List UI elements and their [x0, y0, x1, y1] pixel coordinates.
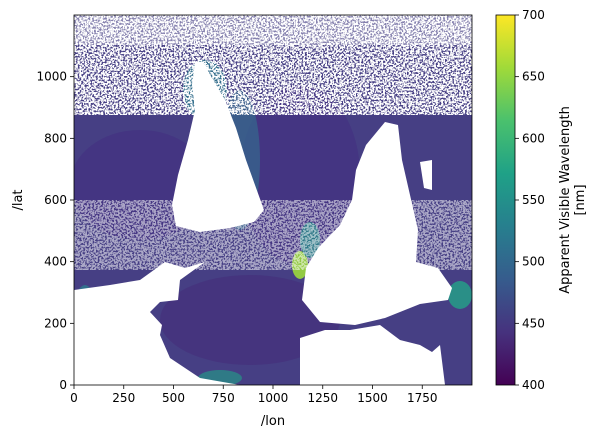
x-tick-label: 750	[212, 391, 235, 405]
x-tick-label: 250	[112, 391, 135, 405]
heatmap-image	[74, 15, 472, 385]
y-axis: 0 200 400 600 800 1000	[36, 70, 74, 392]
colorbar-label-line-2: [nm]	[573, 184, 588, 215]
missing-data-speckle	[74, 15, 472, 115]
coastal-region	[448, 281, 472, 309]
x-tick-label: 0	[70, 391, 78, 405]
land-mass	[420, 160, 432, 190]
colorbar-tick-label: 550	[522, 193, 545, 207]
x-tick-label: 500	[162, 391, 185, 405]
colorbar-tick-label: 650	[522, 70, 545, 84]
colorbar-tick-label: 500	[522, 255, 545, 269]
x-axis: 0 250 500 750 1000 1250 1500 1750	[70, 385, 438, 405]
missing-data-speckle	[74, 200, 472, 270]
x-tick-label: 1500	[357, 391, 388, 405]
field-region	[160, 275, 340, 365]
colorbar-tick-label: 700	[522, 8, 545, 22]
colorbar-axis: 400 450 500 550 600 650 700	[515, 8, 545, 392]
colorbar-tick-label: 600	[522, 131, 545, 145]
colorbar-tick-label: 400	[522, 378, 545, 392]
x-axis-label: /lon	[261, 414, 285, 429]
colorbar-tick-label: 450	[522, 316, 545, 330]
y-tick-label: 0	[59, 378, 67, 392]
land-mass	[300, 325, 445, 385]
missing-data-band	[74, 15, 472, 45]
x-tick-label: 1250	[307, 391, 338, 405]
y-axis-label: /lat	[11, 189, 26, 210]
land-mass	[74, 262, 240, 385]
colorbar-label-line-1: Apparent Visible Wavelength	[558, 106, 573, 294]
x-tick-label: 1750	[407, 391, 438, 405]
colorbar	[495, 14, 516, 386]
y-tick-label: 400	[44, 255, 67, 269]
y-tick-label: 1000	[36, 70, 67, 84]
y-tick-label: 200	[44, 316, 67, 330]
y-tick-label: 600	[44, 193, 67, 207]
x-tick-label: 1000	[258, 391, 289, 405]
y-tick-label: 800	[44, 131, 67, 145]
